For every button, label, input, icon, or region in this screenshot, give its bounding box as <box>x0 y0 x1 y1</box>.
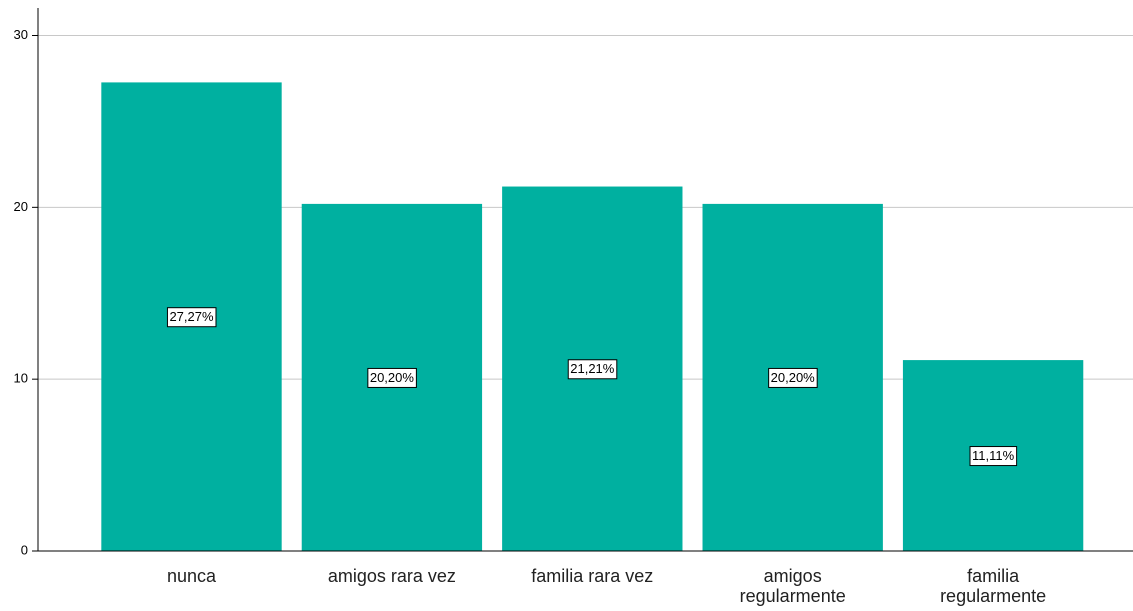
y-tick-label: 30 <box>14 27 28 42</box>
value-label: 11,11% <box>969 446 1018 467</box>
x-tick-label: familia regularmente <box>940 566 1047 606</box>
x-tick-label: amigos regularmente <box>739 566 846 606</box>
value-label-box <box>768 367 818 388</box>
y-tick-label: 20 <box>14 199 28 214</box>
y-tick-label: 0 <box>21 542 28 557</box>
value-label-text: 20,20% <box>370 370 415 385</box>
value-label-text: 11,11% <box>972 448 1015 463</box>
x-tick-label: amigos rara vez <box>327 566 456 586</box>
value-label-box <box>166 307 217 328</box>
value-label-box <box>567 359 618 380</box>
y-tick-label: 10 <box>14 371 28 386</box>
x-tick-label: nunca <box>166 566 217 586</box>
value-label-box <box>367 367 417 388</box>
value-label: 20,20% <box>367 367 417 388</box>
value-label-text: 27,27% <box>169 309 214 324</box>
value-label-text: 20,20% <box>771 370 816 385</box>
value-label-text: 21,21% <box>570 361 615 376</box>
value-label: 21,21% <box>567 359 618 380</box>
x-tick-label: familia rara vez <box>531 566 654 586</box>
value-label-box <box>969 446 1018 467</box>
value-label: 20,20% <box>768 367 818 388</box>
value-label: 27,27% <box>166 307 217 328</box>
